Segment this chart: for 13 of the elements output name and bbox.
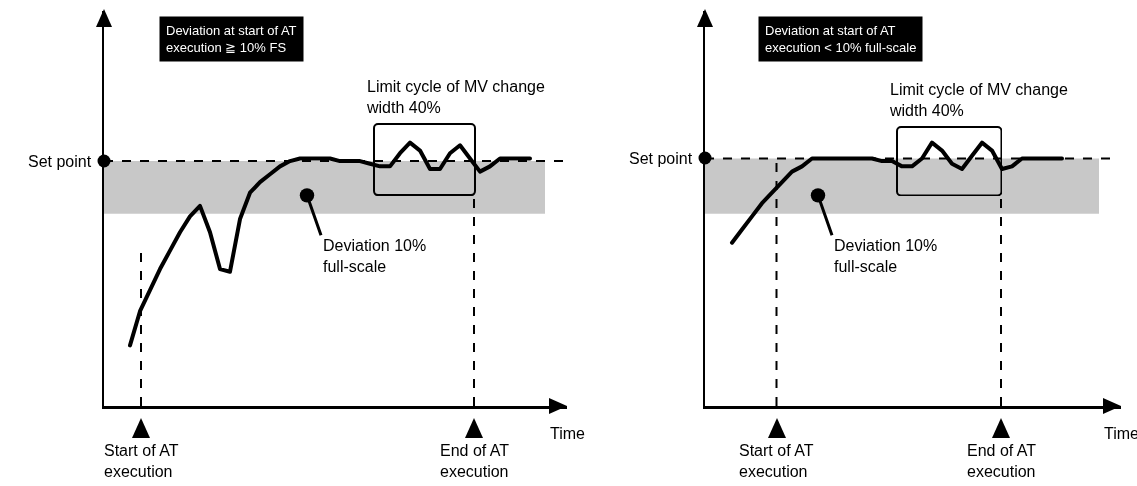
ref-line-label: Set point: [629, 150, 693, 167]
text: Start of AT execution: [739, 442, 814, 480]
x-axis-title: Time: [550, 425, 586, 442]
text: Start of AT execution: [104, 442, 179, 480]
text: End of AT execution: [967, 442, 1037, 480]
text: Limit cycle of MV change width 40%: [889, 81, 1068, 119]
chart-title: Deviation at start of AT execution < 10% full-scale: [765, 23, 917, 55]
text: End of AT execution: [440, 442, 510, 480]
text: Limit cycle of MV change width 40%: [366, 78, 545, 116]
chart-title: Deviation at start of AT execution ≧ 10% FS: [166, 23, 297, 55]
annotation: Deviation 10% full-scale: [323, 237, 427, 275]
ref-line-label: Set point: [28, 153, 92, 170]
annotation: Deviation 10% full-scale: [834, 237, 938, 275]
